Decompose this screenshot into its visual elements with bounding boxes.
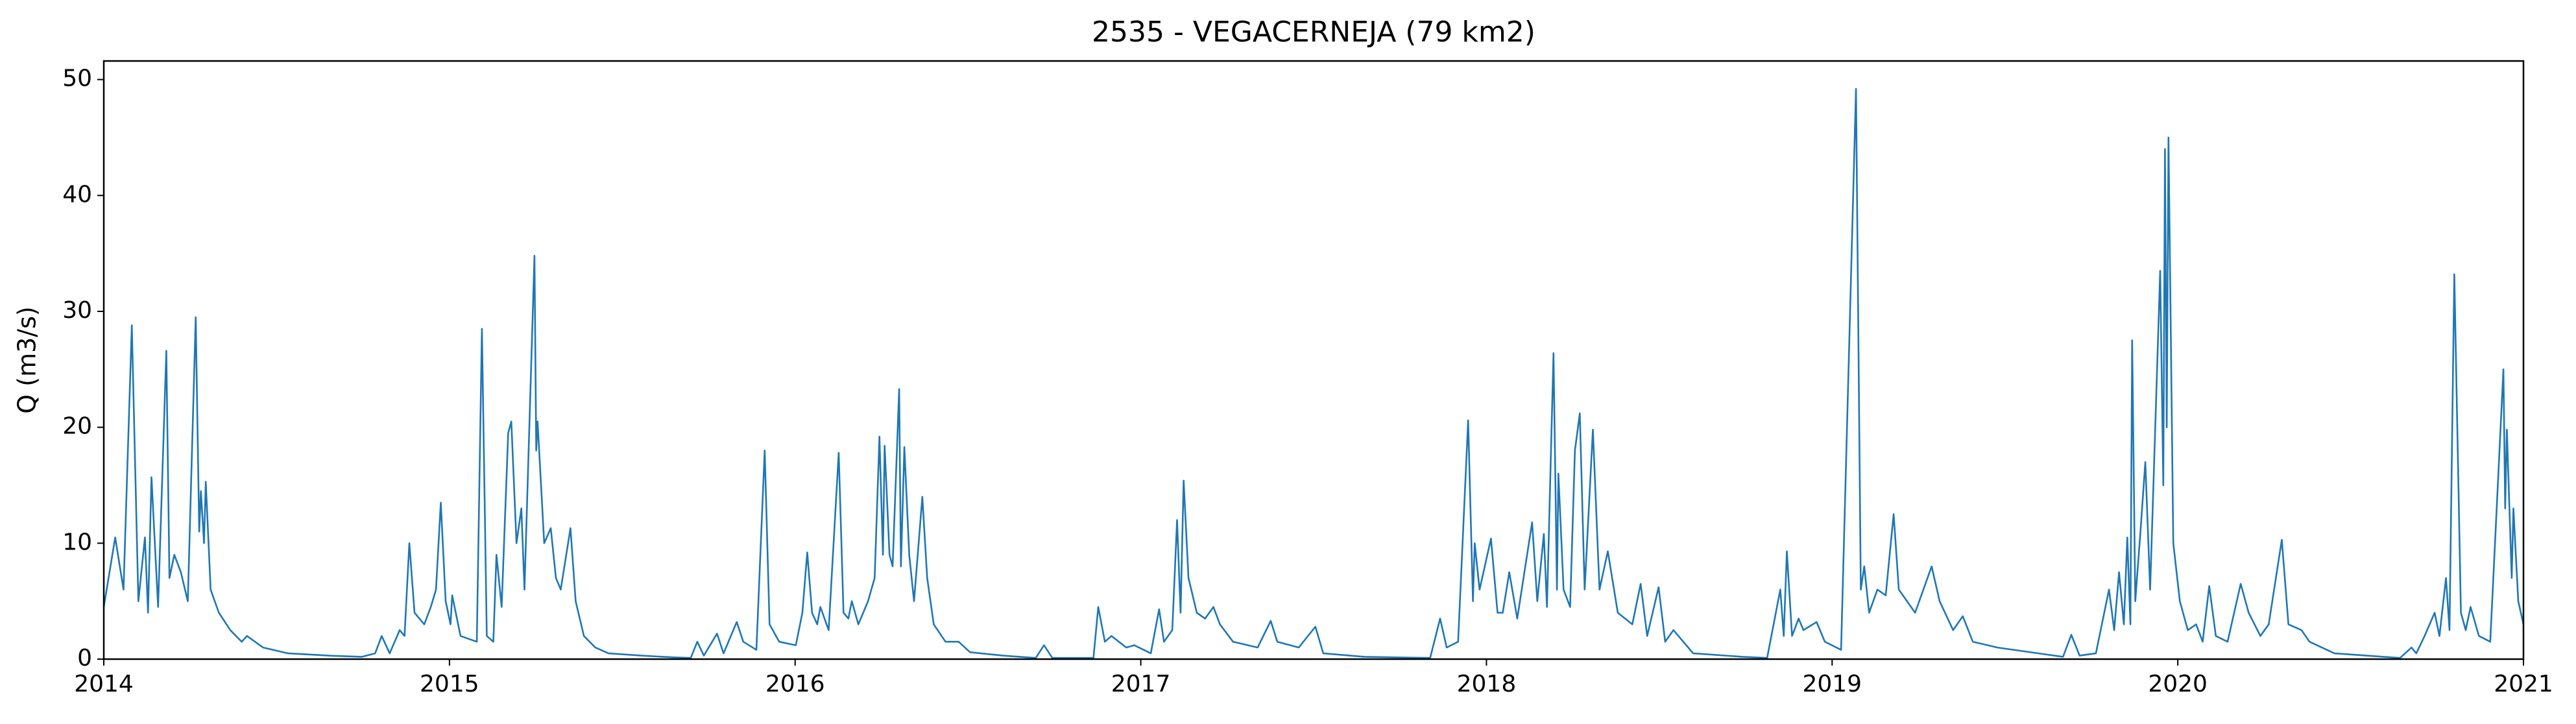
x-tick-label: 2014 bbox=[74, 671, 134, 697]
y-tick-label: 40 bbox=[62, 181, 92, 208]
y-tick-label: 10 bbox=[62, 529, 92, 555]
y-tick-label: 0 bbox=[77, 645, 92, 671]
x-tick-label: 2018 bbox=[1457, 671, 1517, 697]
data-line bbox=[102, 88, 2525, 659]
x-tick-label: 2017 bbox=[1111, 671, 1171, 697]
x-tick-label: 2016 bbox=[765, 671, 825, 697]
x-tick-label: 2020 bbox=[2148, 671, 2208, 697]
plot-frame bbox=[102, 60, 2525, 660]
x-tick-label: 2015 bbox=[420, 671, 479, 697]
y-tick-label: 20 bbox=[62, 413, 92, 440]
x-tick-label: 2019 bbox=[1802, 671, 1862, 697]
chart-title: 2535 - VEGACERNEJA (79 km2) bbox=[1092, 16, 1535, 49]
y-axis-label: Q (m3/s) bbox=[13, 306, 42, 413]
y-tick-label: 50 bbox=[62, 66, 92, 92]
y-tick-label: 30 bbox=[62, 297, 92, 324]
x-tick-label: 2021 bbox=[2494, 671, 2553, 697]
